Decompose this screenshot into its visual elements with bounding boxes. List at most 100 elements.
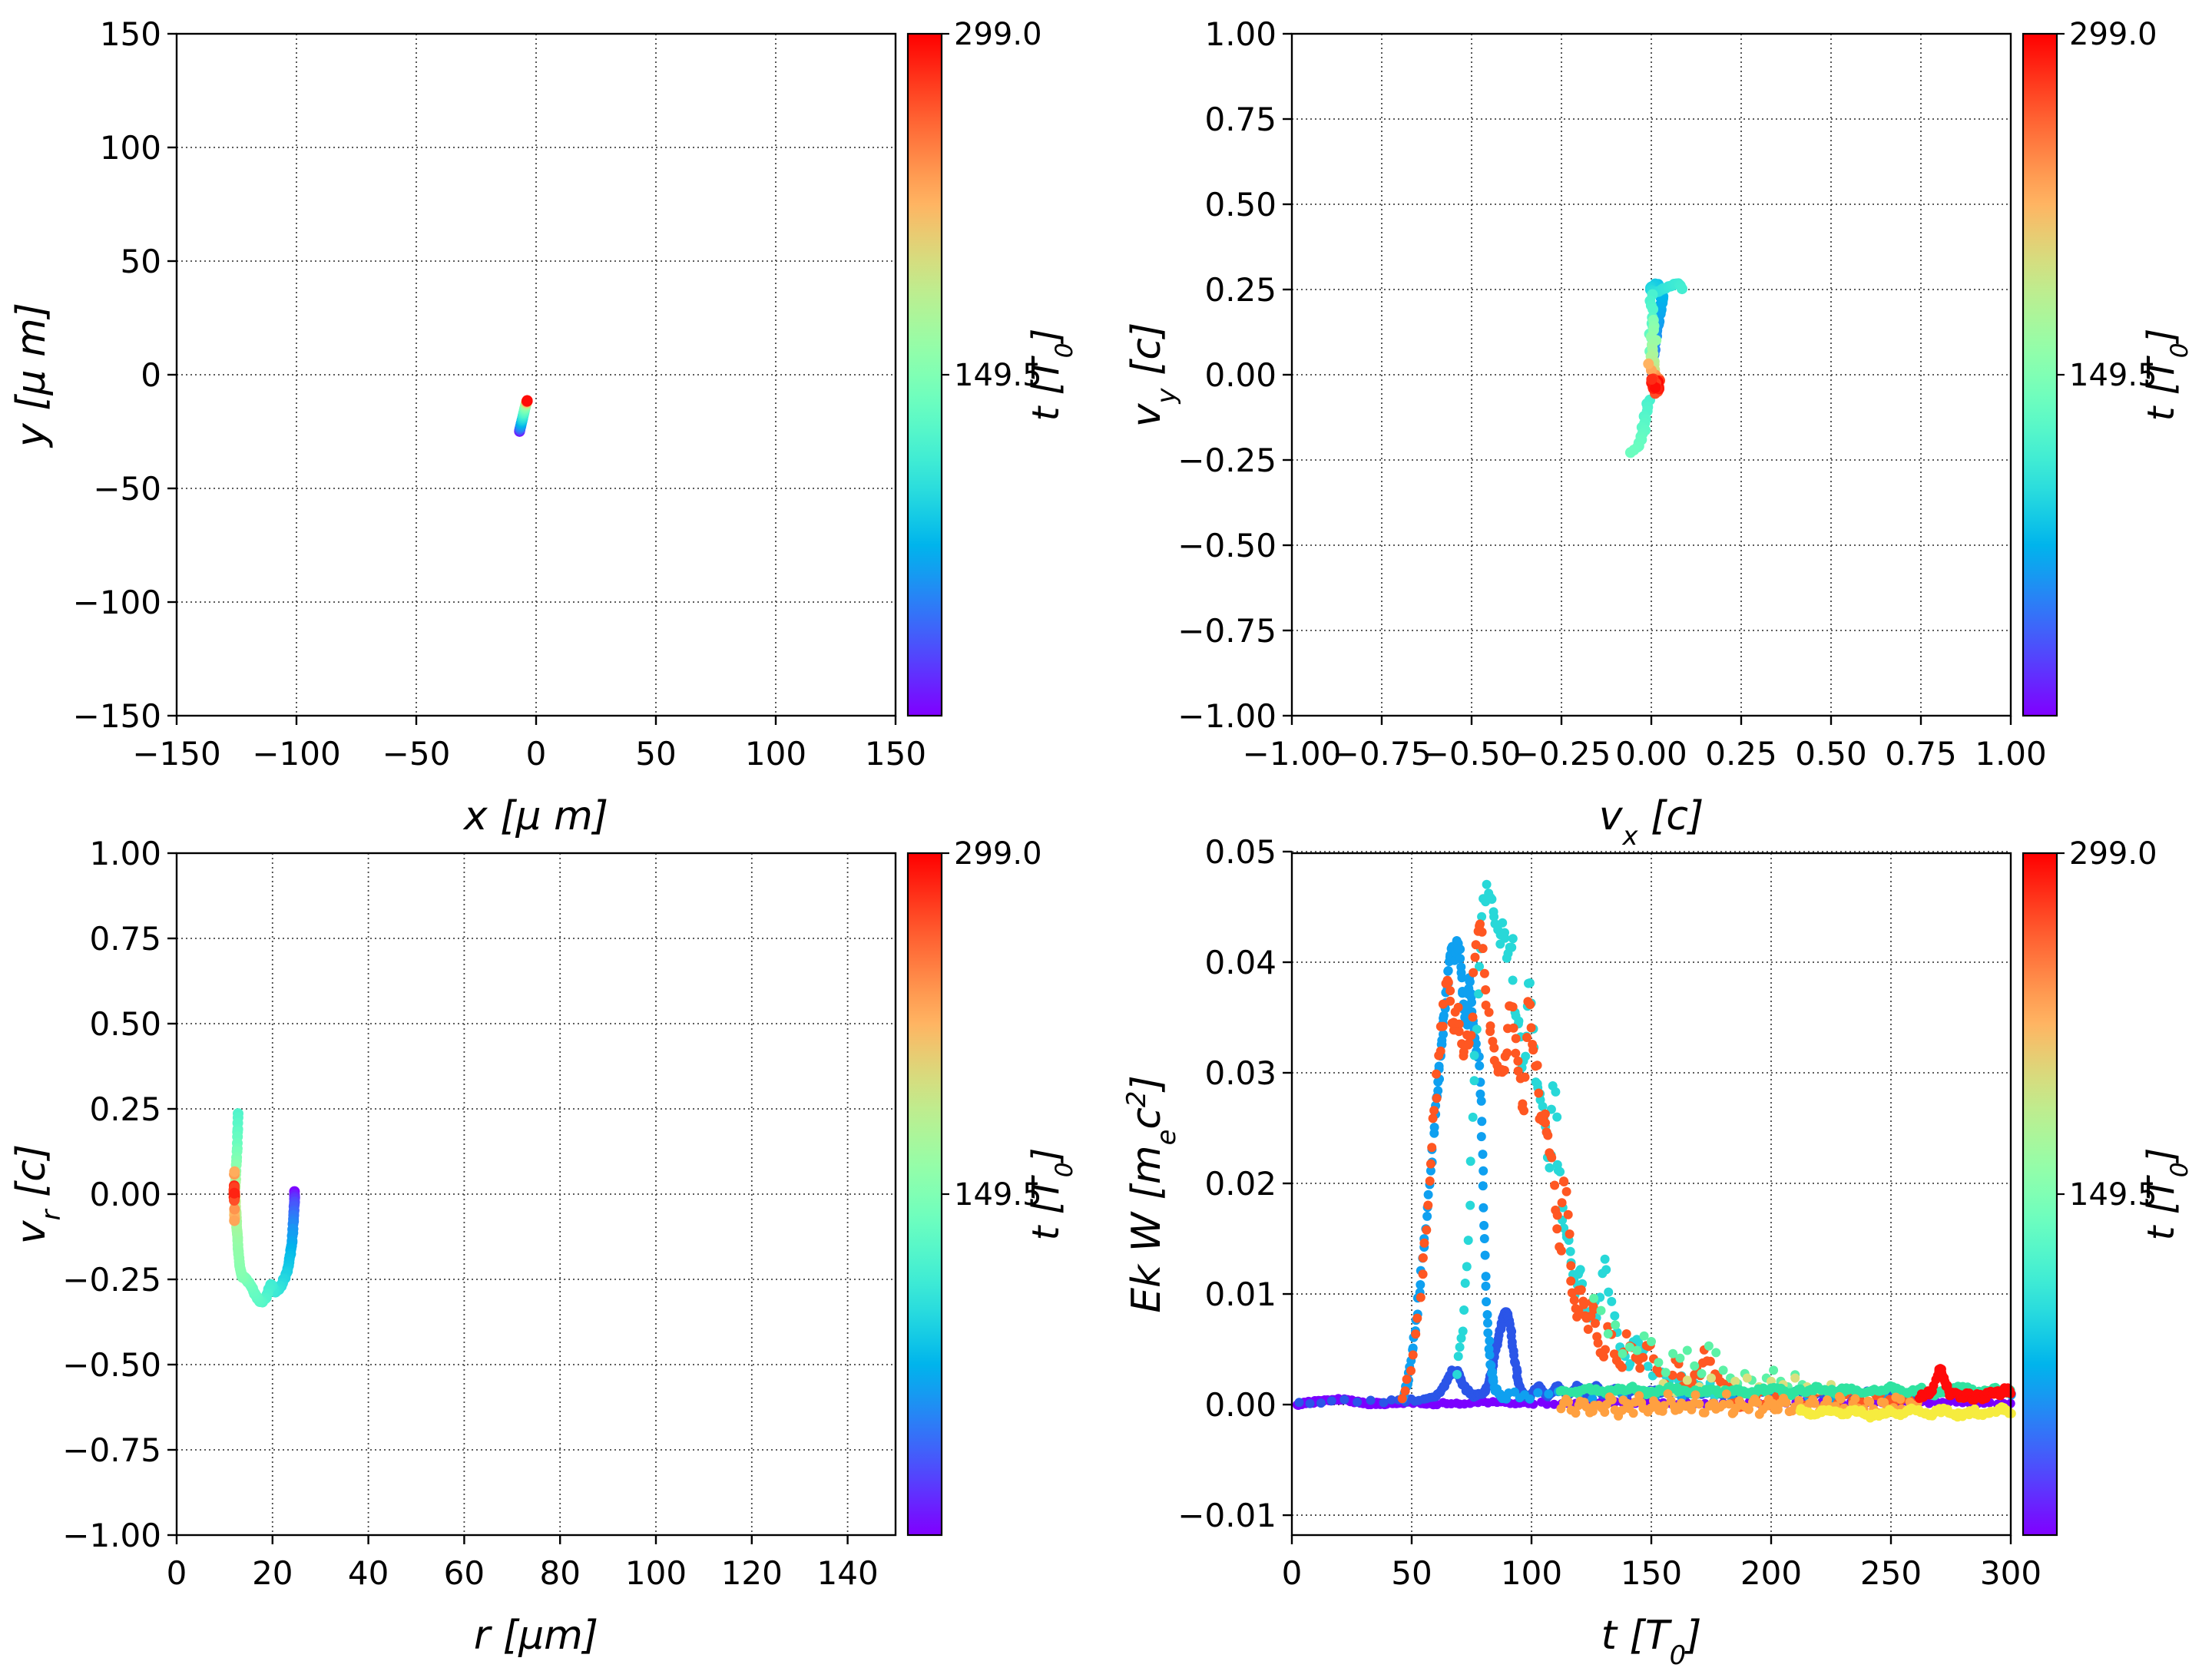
series-lower-tail (1624, 394, 1655, 458)
x-tick-label: 0 (1282, 1554, 1303, 1592)
colorbar-tick-label: 299.0 (2069, 17, 2157, 52)
y-tick-label: −100 (73, 584, 161, 621)
x-tick-label: −0.50 (1422, 735, 1522, 773)
x-tick-label: 300 (1980, 1554, 2041, 1592)
y-tick-label: 0.25 (1204, 271, 1277, 309)
y-tick-label: −150 (73, 697, 161, 735)
axis-label: Ek W [mec2] (1121, 1075, 1181, 1313)
x-tick-label: −0.25 (1512, 735, 1611, 773)
grid (176, 33, 896, 716)
colorbar-xy: 299.0 149.5t [T0] (906, 17, 1078, 717)
colorbar-rvr: 299.0 149.5t [T0] (906, 836, 1078, 1537)
y-tick-label: 1.00 (89, 835, 161, 872)
series-final-cluster (1646, 373, 1665, 399)
ticks (1283, 32, 2012, 725)
colorbar-tick-label: 149.5 (2069, 1177, 2157, 1213)
x-tick-label: 1.00 (1975, 735, 2047, 773)
y-tick-label: 0.05 (1204, 833, 1277, 871)
axis-label: t [T0] (1601, 1613, 1702, 1670)
x-tick-label: −50 (382, 735, 451, 773)
y-tick-label: 0.75 (89, 920, 161, 958)
y-tick-label: 0.04 (1204, 944, 1277, 981)
y-tick-label: 0.25 (89, 1090, 161, 1128)
y-tick-label: −0.75 (62, 1431, 161, 1469)
x-tick-label: 100 (745, 735, 806, 773)
x-tick-label: 20 (252, 1554, 293, 1592)
colorbar-energy: 299.0 149.5t [T0] (2022, 836, 2194, 1537)
y-tick-label: −0.25 (1177, 442, 1277, 479)
y-tick-label: 100 (100, 129, 161, 167)
series-particle-cyan (1452, 879, 1728, 1401)
ticks (1283, 850, 2012, 1544)
y-tick-label: 0.00 (1204, 356, 1277, 394)
colorbar-tick-label: 149.5 (954, 1177, 1042, 1213)
y-tick-label: −0.50 (62, 1346, 161, 1384)
panel-vxvy: −1.00−0.75−0.50−0.25 0.00 0.25 0.50 0.75 1.00… (1124, 15, 2194, 851)
series-final-blob (228, 1180, 240, 1206)
grid (1291, 851, 2012, 1535)
y-tick-label: −1.00 (1177, 697, 1277, 735)
y-tick-label: 150 (100, 15, 161, 53)
y-tick-label: 1.00 (1204, 15, 1277, 53)
x-tick-label: 140 (817, 1554, 879, 1592)
axis-label: r [μm] (474, 1613, 598, 1659)
y-tick-label: 50 (121, 243, 161, 280)
x-tick-label: −1.00 (1243, 735, 1342, 773)
y-tick-label: 0.02 (1204, 1165, 1277, 1203)
colorbar-gradient (2022, 32, 2058, 717)
y-tick-label: 0 (141, 356, 161, 394)
colorbar-gradient (906, 32, 943, 717)
x-tick-label: 60 (444, 1554, 485, 1592)
y-tick-label: −0.01 (1177, 1497, 1277, 1534)
x-tick-label: 0.25 (1705, 735, 1777, 773)
axis-label: vr [c] (8, 1144, 66, 1244)
x-tick-label: −100 (252, 735, 340, 773)
series-top-curl (1644, 278, 1687, 298)
series-particle-yellow (1795, 1402, 2016, 1423)
y-tick-label: 0.50 (1204, 186, 1277, 223)
y-tick-label: 0.75 (1204, 101, 1277, 138)
x-tick-label: 0.00 (1615, 735, 1687, 773)
colorbar-tick-label: 149.5 (954, 358, 1042, 393)
x-tick-label: −0.75 (1333, 735, 1432, 773)
ticks (167, 32, 897, 725)
colorbar-tick-label: 299.0 (954, 17, 1042, 52)
x-tick-label: 0 (167, 1554, 187, 1592)
axis-label: t [T0] (2140, 1148, 2194, 1241)
colorbar-gradient (906, 852, 943, 1537)
y-tick-label: 0.00 (1204, 1386, 1277, 1424)
x-tick-label: 40 (348, 1554, 389, 1592)
x-tick-label: 120 (721, 1554, 783, 1592)
x-tick-label: 100 (1501, 1554, 1562, 1592)
y-tick-label: −50 (93, 470, 161, 508)
axis-label: vy [c] (1124, 323, 1181, 428)
y-tick-label: −0.75 (1177, 612, 1277, 650)
axis-label: t [T0] (1025, 329, 1078, 422)
x-tick-label: 50 (635, 735, 676, 773)
axis-label: t [T0] (1025, 1148, 1078, 1241)
y-tick-label: −1.00 (62, 1517, 161, 1554)
x-tick-label: 250 (1860, 1554, 1922, 1592)
x-tick-label: −150 (132, 735, 220, 773)
series-particle-orangered (1397, 919, 1923, 1415)
x-tick-label: 50 (1391, 1554, 1432, 1592)
y-tick-label: 0.00 (89, 1176, 161, 1213)
x-tick-label: 0.50 (1795, 735, 1867, 773)
axis-label: t [T0] (2140, 329, 2194, 422)
axis-label: x [μ m] (462, 793, 608, 839)
grid (176, 852, 896, 1536)
axis-label: vx [c] (1599, 793, 1704, 851)
x-tick-label: 0 (526, 735, 547, 773)
x-tick-label: 150 (1621, 1554, 1682, 1592)
colorbar-tick-label: 299.0 (2069, 836, 2157, 872)
colorbar-vxvy: 299.0 149.5t [T0] (2022, 17, 2194, 717)
colorbar-tick-label: 149.5 (2069, 358, 2157, 393)
axis-label: y [μ m] (8, 303, 55, 448)
series-particle-red (1914, 1364, 2016, 1405)
x-tick-label: 100 (625, 1554, 687, 1592)
colorbar-gradient (2022, 852, 2058, 1537)
y-tick-label: 0.03 (1204, 1054, 1277, 1092)
panel-rvr: 0 20 40 60 80 100 120 140 1.00 0.75 0.50 0.25 0.00 −0… (8, 835, 1078, 1659)
